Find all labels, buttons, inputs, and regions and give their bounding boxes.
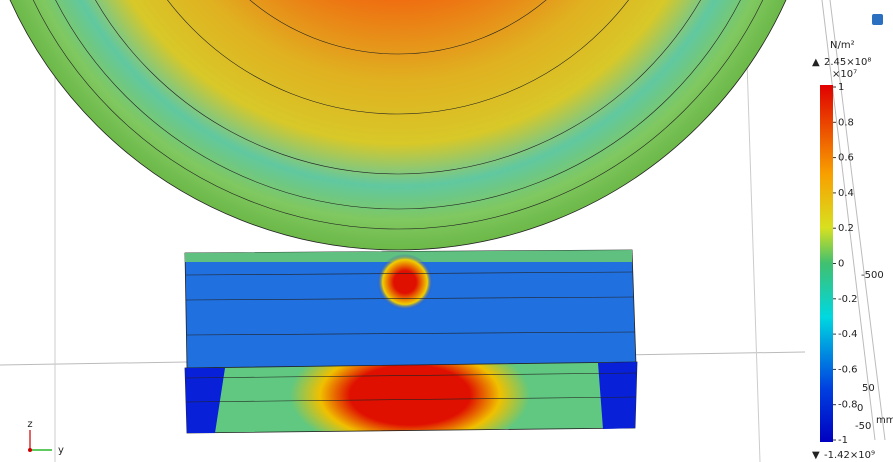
colorbar-tick-label: -0.8: [838, 400, 858, 411]
scene: [0, 0, 885, 462]
colorbar-tick-label: 1: [838, 82, 844, 93]
min-marker: ▼: [812, 450, 820, 461]
axis-label: 0: [857, 403, 863, 414]
colorbar: N/m² ▲ 2.45×10⁸ ×10⁷ ▼ -1.42×10⁹ 1 0.8 0.6…: [812, 40, 875, 461]
colorbar-tick-label: -0.2: [838, 294, 858, 305]
colorbar-tick-label: -0.6: [838, 364, 858, 375]
colorbar-tick-label: -0.4: [838, 329, 858, 340]
max-label: 2.45×10⁸: [824, 57, 871, 68]
axis-label: -50: [855, 421, 871, 432]
colorbar-gradient: [820, 85, 833, 442]
axis-label: -500: [861, 270, 884, 281]
min-label: -1.42×10⁹: [824, 450, 875, 461]
colorbar-tick-label: 0.8: [838, 117, 854, 128]
triad: z y: [27, 419, 64, 456]
colorbar-tick-label: 0.2: [838, 223, 854, 234]
colorbar-tick-label: 0.4: [838, 188, 854, 199]
axis-label: 50: [862, 383, 875, 394]
graphics-window: -500 50 0 -50 mm z y N/m² ▲ 2.45×10⁸ ×10…: [0, 0, 893, 462]
colorbar-tick-label: 0: [838, 259, 844, 270]
colorbar-scale: ×10⁷: [832, 69, 857, 80]
colorbar-unit: N/m²: [830, 40, 855, 51]
triad-label: z: [27, 419, 32, 430]
colorbar-tick-label: 0.6: [838, 153, 854, 164]
view-icon[interactable]: [872, 14, 883, 25]
axis-unit: mm: [876, 415, 893, 426]
triad-label: y: [58, 445, 64, 456]
colorbar-tick-label: -1: [838, 435, 848, 446]
max-marker: ▲: [812, 57, 820, 68]
